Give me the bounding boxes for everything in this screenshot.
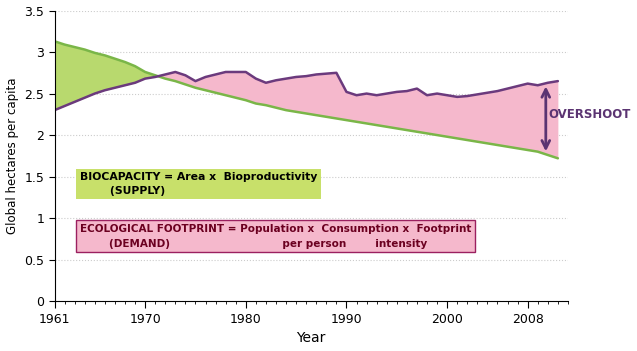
X-axis label: Year: Year <box>297 331 326 345</box>
Y-axis label: Global hectares per capita: Global hectares per capita <box>6 78 18 234</box>
Text: BIOCAPACITY = Area x  Bioproductivity
        (SUPPLY): BIOCAPACITY = Area x Bioproductivity (SU… <box>80 172 317 196</box>
Text: ECOLOGICAL FOOTPRINT = Population x  Consumption x  Footprint
        (DEMAND)  : ECOLOGICAL FOOTPRINT = Population x Cons… <box>80 224 471 249</box>
Text: OVERSHOOT: OVERSHOOT <box>548 108 631 121</box>
